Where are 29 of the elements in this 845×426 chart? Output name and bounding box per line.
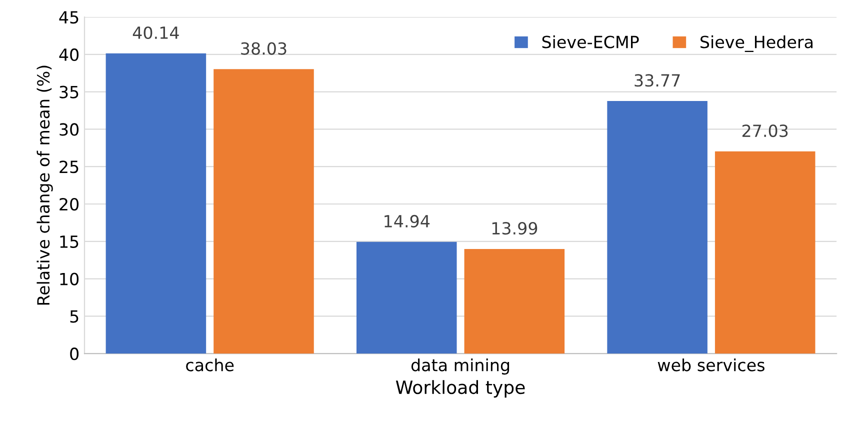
y-tick-label: 15 [60, 236, 78, 248]
data-label: 33.77 [634, 74, 680, 87]
data-label: 13.99 [492, 222, 538, 235]
legend-label: Sieve_Hedera [700, 35, 813, 52]
x-tick-label: data mining [411, 358, 510, 375]
bar [714, 151, 816, 354]
y-tick-label: 0 [70, 348, 79, 360]
bar [464, 248, 565, 354]
y-tick-label: 35 [60, 86, 78, 98]
y-tick-label: 20 [60, 198, 79, 211]
y-tick-label: 45 [59, 11, 78, 24]
bar [607, 101, 708, 354]
data-label: 27.03 [742, 124, 788, 138]
data-label: 40.14 [132, 26, 179, 40]
x-axis-title: Workload type [396, 380, 525, 398]
y-tick-label: 5 [70, 310, 78, 323]
y-tick-label: 30 [60, 123, 79, 136]
legend-label: Sieve-ECMP [542, 35, 639, 48]
x-tick-label: cache [186, 358, 234, 372]
bar [214, 69, 314, 354]
data-label: 14.94 [384, 214, 430, 228]
bar [356, 242, 457, 354]
x-tick-label: web services [658, 358, 764, 372]
y-tick-label: 40 [59, 48, 79, 61]
y-tick-label: 25 [60, 160, 78, 174]
bar [106, 53, 206, 354]
y-axis-title: Relative change of mean (%) [36, 66, 53, 305]
y-tick-label: 10 [60, 272, 79, 286]
data-label: 38.03 [241, 42, 286, 55]
